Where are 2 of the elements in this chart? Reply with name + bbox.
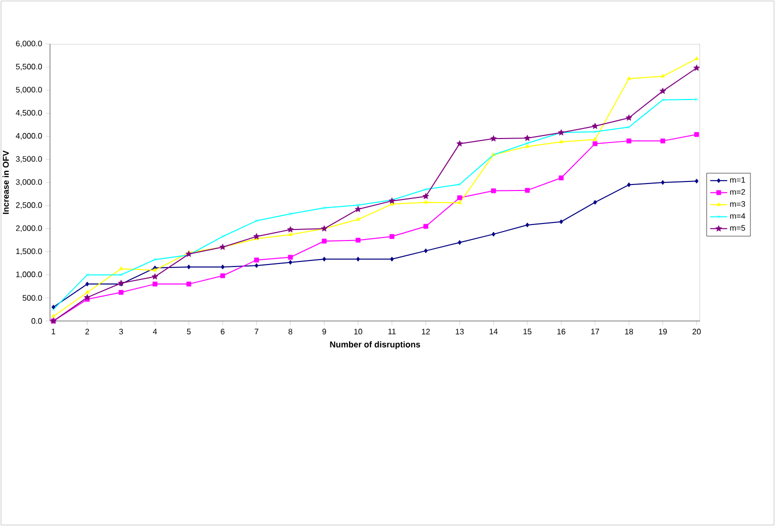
x-axis-title: Number of disruptions bbox=[330, 341, 420, 350]
y-axis-title: Increase in OFV bbox=[2, 150, 9, 214]
